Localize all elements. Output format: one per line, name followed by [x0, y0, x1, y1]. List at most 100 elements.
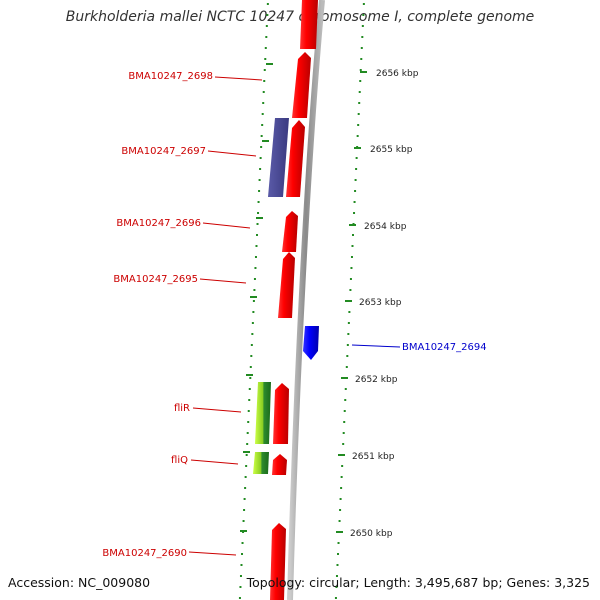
gene-label[interactable]: BMA10247_2696 — [116, 218, 201, 229]
ring-dot — [359, 69, 362, 71]
scale-tick-label: 2651 kbp — [352, 452, 395, 462]
ring-dot — [358, 102, 361, 104]
inner-dotted-ring — [238, 3, 269, 599]
misc-feature-block[interactable] — [268, 118, 289, 197]
ring-dot — [250, 344, 253, 346]
ring-dot — [266, 14, 269, 16]
ring-dot — [343, 421, 346, 423]
gene-arrow-BMA10247_2690[interactable] — [270, 523, 286, 600]
ring-dot — [265, 25, 268, 27]
ring-dot — [344, 388, 347, 390]
gene-label[interactable]: fliR — [174, 403, 190, 414]
gene-features — [253, 0, 319, 600]
ring-dot — [251, 322, 254, 324]
ring-dot — [260, 146, 263, 148]
ring-dot — [355, 168, 358, 170]
gene-label[interactable]: BMA10247_2697 — [121, 146, 206, 157]
gene-arrow-BMA10247_2698[interactable] — [292, 52, 311, 118]
ring-dot — [357, 124, 360, 126]
gene-label[interactable]: fliQ — [171, 455, 188, 466]
gene-arrow-fliR[interactable] — [273, 383, 289, 444]
map-title: Burkholderia mallei NCTC 10247 chromosom… — [65, 9, 535, 25]
scale-tick-label: 2650 kbp — [350, 529, 393, 539]
ring-dot — [259, 168, 262, 170]
ring-dot — [249, 377, 252, 379]
gene-label[interactable]: BMA10247_2695 — [113, 274, 198, 285]
accession-text: Accession: NC_009080 — [8, 575, 151, 590]
gene-arrow-fliQ[interactable] — [272, 454, 287, 475]
gene-label[interactable]: BMA10247_2690 — [102, 548, 187, 559]
gene-arrow-BMA10247_2695[interactable] — [278, 252, 295, 318]
ring-dot — [334, 597, 337, 599]
ring-dot — [337, 553, 340, 555]
ring-dot — [357, 113, 360, 115]
ring-dot — [347, 333, 350, 335]
ring-dot — [239, 575, 242, 577]
ring-dot — [260, 135, 263, 137]
ring-dot — [345, 366, 348, 368]
ring-dot — [252, 300, 255, 302]
ring-dot — [246, 432, 249, 434]
gene-arrow-top[interactable] — [300, 0, 318, 49]
ring-dot — [346, 344, 349, 346]
scale-tick-label: 2655 kbp — [370, 145, 413, 155]
gene-arrow-BMA10247_2696[interactable] — [282, 211, 298, 252]
gene-arrow-BMA10247_2694[interactable] — [303, 326, 319, 360]
ring-dot — [339, 509, 342, 511]
ring-dot — [335, 575, 338, 577]
ring-dot — [350, 267, 353, 269]
ring-dot — [341, 465, 344, 467]
ring-dot — [362, 14, 365, 16]
ring-dot — [348, 311, 351, 313]
ring-dot — [350, 256, 353, 258]
ring-dot — [261, 124, 264, 126]
ring-dot — [246, 443, 249, 445]
ring-dot — [340, 476, 343, 478]
ring-dot — [264, 47, 267, 49]
chromosome-backbone — [287, 0, 325, 600]
ring-dot — [362, 3, 365, 5]
ring-dot — [257, 212, 260, 214]
ring-dot — [248, 399, 251, 401]
ring-dot — [360, 47, 363, 49]
ring-dot — [335, 586, 338, 588]
ring-dot — [361, 25, 364, 27]
ring-dot — [251, 333, 254, 335]
ring-dot — [354, 190, 357, 192]
inner-ring-dashes — [240, 63, 273, 532]
ring-dot — [244, 476, 247, 478]
label-leaders — [188, 76, 401, 556]
ring-dot — [346, 355, 349, 357]
ring-dot — [261, 113, 264, 115]
ring-dot — [343, 410, 346, 412]
ring-dot — [353, 201, 356, 203]
ring-dot — [254, 256, 257, 258]
ring-dot — [253, 289, 256, 291]
ring-dot — [239, 586, 242, 588]
ring-dot — [342, 443, 345, 445]
ring-dot — [352, 234, 355, 236]
ring-dot — [358, 91, 361, 93]
ring-dot — [256, 223, 259, 225]
ring-dot — [240, 564, 243, 566]
gene-block-fliR-green[interactable] — [255, 382, 271, 444]
ring-dot — [257, 201, 260, 203]
gene-label[interactable]: BMA10247_2698 — [128, 71, 213, 82]
scale-tick-label: 2653 kbp — [359, 298, 402, 308]
ring-dot — [241, 553, 244, 555]
gene-block-fliQ-green[interactable] — [253, 452, 269, 474]
scale-ticks: 2656 kbp 2655 kbp 2654 kbp 2653 kbp 2652… — [336, 69, 419, 539]
scale-tick-label: 2654 kbp — [364, 222, 407, 232]
ring-dot — [252, 311, 255, 313]
ring-dot — [339, 498, 342, 500]
ring-dot — [347, 322, 350, 324]
gene-arrow-BMA10247_2697[interactable] — [286, 120, 305, 197]
ring-dot — [342, 432, 345, 434]
ring-dot — [336, 564, 339, 566]
ring-dot — [258, 190, 261, 192]
ring-dot — [338, 520, 341, 522]
ring-dot — [361, 36, 364, 38]
gene-label[interactable]: BMA10247_2694 — [402, 342, 487, 353]
ring-dot — [353, 212, 356, 214]
ring-dot — [344, 399, 347, 401]
